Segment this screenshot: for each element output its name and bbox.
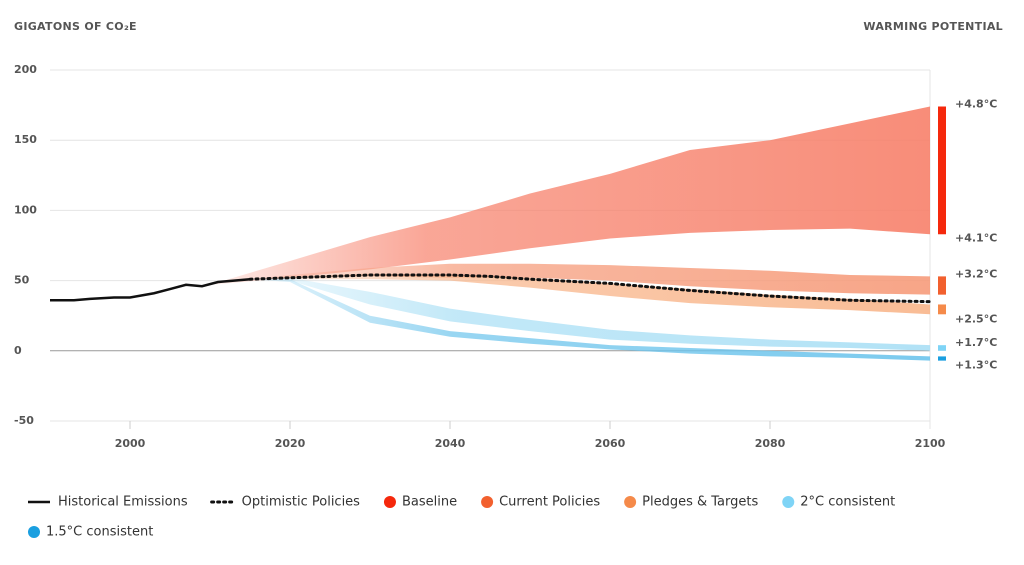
warming-label: +4.1°C: [955, 231, 997, 244]
y-tick-label: 200: [14, 63, 37, 76]
y-tick-label: 150: [14, 133, 37, 146]
legend-label: 1.5°C consistent: [46, 525, 153, 540]
legend-item: Optimistic Policies: [210, 495, 361, 510]
bands: [210, 106, 930, 361]
right-axis-title: WARMING POTENTIAL: [863, 20, 1003, 33]
x-tick-label: 2060: [595, 437, 626, 450]
legend-item: 2°C consistent: [782, 495, 895, 510]
legend-label: Pledges & Targets: [642, 495, 758, 510]
legend-swatch: [624, 496, 637, 508]
x-tick-label: 2100: [915, 437, 946, 450]
band: [250, 279, 930, 361]
legend-label: Historical Emissions: [58, 495, 188, 510]
lines: [50, 273, 932, 304]
legend-swatch: [481, 496, 494, 508]
y-axis-title: GIGATONS OF CO₂E: [14, 20, 137, 33]
legend-item: 1.5°C consistent: [28, 525, 153, 540]
legend-label: Optimistic Policies: [242, 495, 361, 510]
x-tick-label: 2040: [435, 437, 466, 450]
legend-item: Current Policies: [481, 495, 600, 510]
band: [210, 106, 930, 285]
y-tick-label: 100: [14, 203, 37, 216]
band: [250, 273, 930, 315]
y-tick-label: 0: [14, 344, 22, 357]
legend-item: Baseline: [383, 495, 457, 510]
warming-bar: [938, 106, 946, 235]
warming-label: +1.3°C: [955, 359, 997, 372]
x-tick-label: 2020: [275, 437, 306, 450]
warming-label: +3.2°C: [955, 267, 997, 280]
warming-label: +1.7°C: [955, 336, 997, 349]
band: [250, 277, 930, 351]
legend-swatch: [28, 526, 40, 538]
legend-swatch: [782, 496, 795, 508]
x-tick-label: 2000: [115, 437, 146, 450]
history-line: [50, 277, 251, 302]
band: [250, 263, 930, 295]
y-tick-label: 50: [14, 274, 30, 287]
legend-item: Historical Emissions: [28, 495, 188, 510]
warming-bar: [938, 304, 946, 315]
warming-label: +4.8°C: [955, 98, 997, 111]
legend-label: Current Policies: [499, 495, 600, 510]
x-tick-label: 2080: [755, 437, 786, 450]
warming-label: +2.5°C: [955, 312, 997, 325]
legend-label: 2°C consistent: [800, 495, 895, 510]
warming-bar: [938, 276, 946, 295]
legend-swatch: [383, 496, 396, 508]
projection-line: [248, 273, 932, 304]
warming-bar: [938, 356, 946, 361]
y-tick-label: -50: [14, 414, 34, 427]
legend-label: Baseline: [402, 495, 457, 510]
legend-item: Pledges & Targets: [624, 495, 758, 510]
warming-bar: [938, 345, 946, 351]
